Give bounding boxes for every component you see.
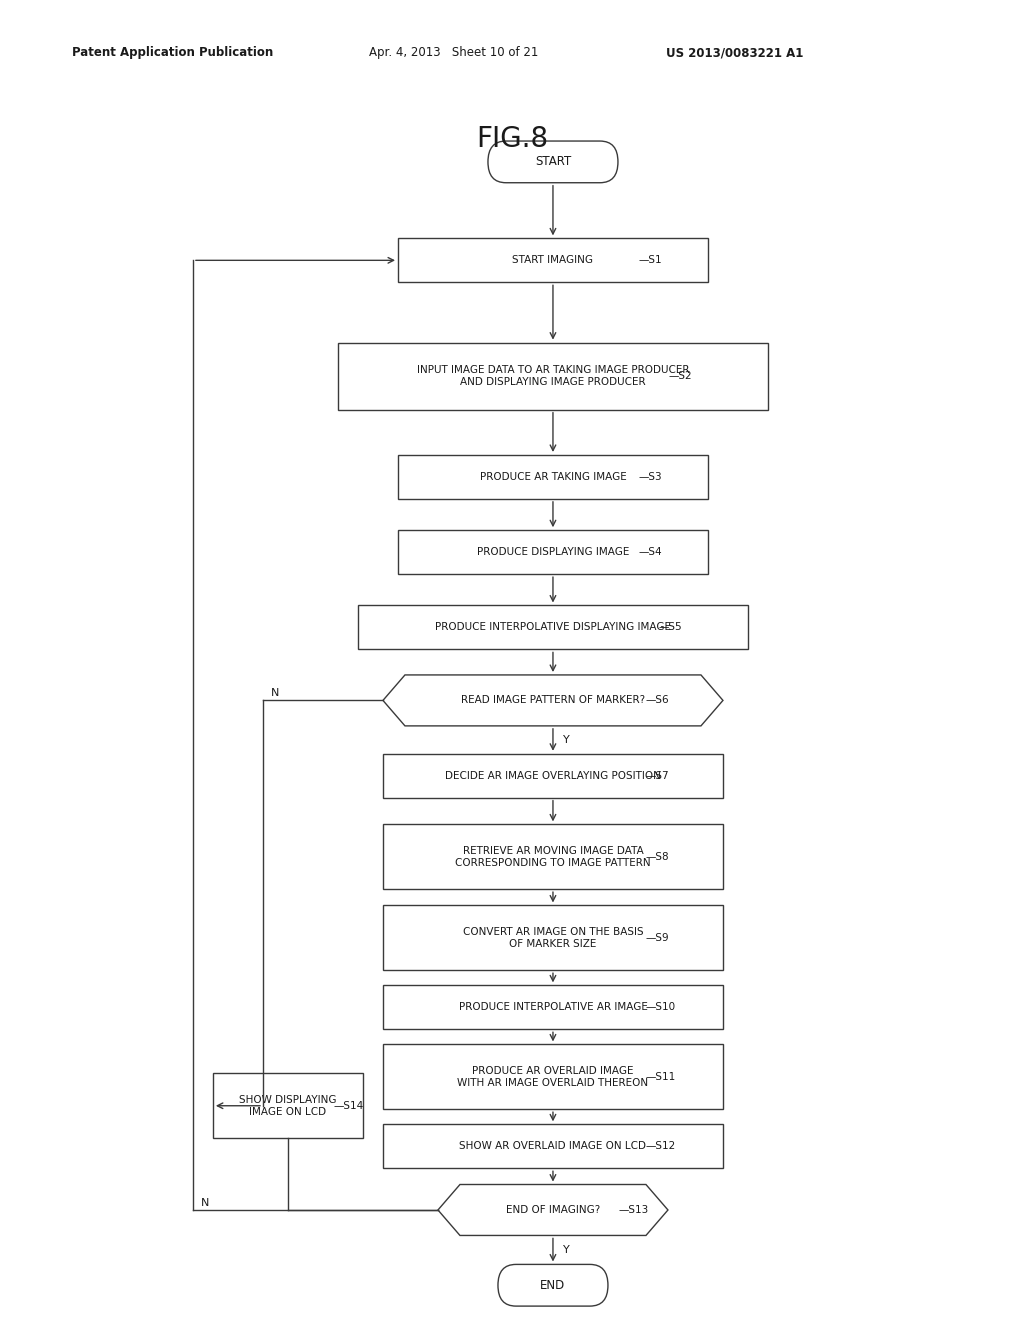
FancyBboxPatch shape — [338, 343, 768, 409]
FancyBboxPatch shape — [213, 1073, 362, 1138]
Text: —S10: —S10 — [646, 1002, 676, 1012]
Text: DECIDE AR IMAGE OVERLAYING POSITION: DECIDE AR IMAGE OVERLAYING POSITION — [445, 771, 660, 780]
Text: Y: Y — [563, 735, 569, 744]
Text: START IMAGING: START IMAGING — [512, 255, 594, 265]
FancyBboxPatch shape — [488, 141, 617, 182]
Polygon shape — [438, 1184, 668, 1236]
Text: RETRIEVE AR MOVING IMAGE DATA
CORRESPONDING TO IMAGE PATTERN: RETRIEVE AR MOVING IMAGE DATA CORRESPOND… — [455, 846, 651, 867]
FancyBboxPatch shape — [383, 754, 723, 797]
FancyBboxPatch shape — [498, 1265, 608, 1305]
FancyBboxPatch shape — [398, 239, 708, 282]
FancyBboxPatch shape — [358, 606, 748, 649]
Text: —S11: —S11 — [646, 1072, 676, 1082]
Text: PRODUCE AR TAKING IMAGE: PRODUCE AR TAKING IMAGE — [479, 471, 627, 482]
Text: Patent Application Publication: Patent Application Publication — [72, 46, 273, 59]
Text: —S1: —S1 — [638, 255, 663, 265]
Text: —S3: —S3 — [638, 471, 663, 482]
FancyBboxPatch shape — [383, 1044, 723, 1109]
Text: PRODUCE AR OVERLAID IMAGE
WITH AR IMAGE OVERLAID THEREON: PRODUCE AR OVERLAID IMAGE WITH AR IMAGE … — [458, 1067, 648, 1088]
Text: Apr. 4, 2013   Sheet 10 of 21: Apr. 4, 2013 Sheet 10 of 21 — [369, 46, 538, 59]
FancyBboxPatch shape — [383, 824, 723, 890]
FancyBboxPatch shape — [398, 531, 708, 574]
Text: —S2: —S2 — [669, 371, 692, 381]
FancyBboxPatch shape — [383, 1125, 723, 1168]
Text: PRODUCE INTERPOLATIVE AR IMAGE: PRODUCE INTERPOLATIVE AR IMAGE — [459, 1002, 647, 1012]
Text: SHOW DISPLAYING
IMAGE ON LCD: SHOW DISPLAYING IMAGE ON LCD — [240, 1096, 337, 1117]
Text: N: N — [271, 689, 280, 698]
Text: —S14: —S14 — [334, 1101, 364, 1110]
FancyBboxPatch shape — [383, 906, 723, 970]
Text: N: N — [201, 1199, 209, 1208]
Text: —S13: —S13 — [618, 1205, 649, 1214]
FancyBboxPatch shape — [398, 455, 708, 499]
Polygon shape — [383, 675, 723, 726]
Text: START: START — [535, 156, 571, 169]
Text: CONVERT AR IMAGE ON THE BASIS
OF MARKER SIZE: CONVERT AR IMAGE ON THE BASIS OF MARKER … — [463, 927, 643, 949]
Text: —S8: —S8 — [646, 851, 670, 862]
Text: Y: Y — [563, 1245, 569, 1255]
Text: —S7: —S7 — [646, 771, 670, 780]
FancyBboxPatch shape — [383, 985, 723, 1030]
Text: END: END — [541, 1279, 565, 1292]
Text: US 2013/0083221 A1: US 2013/0083221 A1 — [666, 46, 803, 59]
Text: PRODUCE DISPLAYING IMAGE: PRODUCE DISPLAYING IMAGE — [477, 548, 629, 557]
Text: PRODUCE INTERPOLATIVE DISPLAYING IMAGE: PRODUCE INTERPOLATIVE DISPLAYING IMAGE — [435, 623, 671, 632]
Text: END OF IMAGING?: END OF IMAGING? — [506, 1205, 600, 1214]
Text: FIG.8: FIG.8 — [476, 124, 548, 153]
Text: INPUT IMAGE DATA TO AR TAKING IMAGE PRODUCER
AND DISPLAYING IMAGE PRODUCER: INPUT IMAGE DATA TO AR TAKING IMAGE PROD… — [417, 366, 689, 387]
Text: SHOW AR OVERLAID IMAGE ON LCD: SHOW AR OVERLAID IMAGE ON LCD — [460, 1142, 646, 1151]
Text: —S12: —S12 — [646, 1142, 676, 1151]
Text: READ IMAGE PATTERN OF MARKER?: READ IMAGE PATTERN OF MARKER? — [461, 696, 645, 705]
Text: —S5: —S5 — [658, 623, 682, 632]
Text: —S9: —S9 — [646, 933, 670, 942]
Text: —S4: —S4 — [638, 548, 663, 557]
Text: —S6: —S6 — [646, 696, 670, 705]
